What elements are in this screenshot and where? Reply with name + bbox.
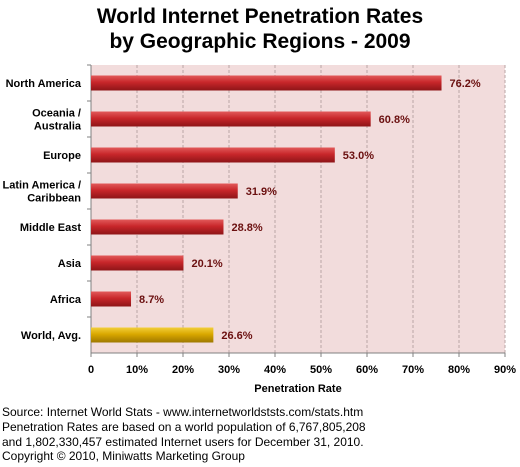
category-label: World, Avg. bbox=[21, 330, 81, 342]
data-label: 76.2% bbox=[450, 78, 481, 90]
data-label: 8.7% bbox=[139, 294, 164, 306]
category-label: Latin America / Caribbean bbox=[3, 180, 82, 205]
x-tick-label: 0 bbox=[88, 364, 94, 376]
bar bbox=[91, 255, 184, 271]
category-label: Europe bbox=[43, 150, 81, 162]
data-label: 26.6% bbox=[221, 330, 252, 342]
category-label: Africa bbox=[50, 294, 82, 306]
bar bbox=[91, 219, 224, 235]
data-label: 28.8% bbox=[231, 222, 262, 234]
x-tick-label: 80% bbox=[448, 364, 470, 376]
chart-footer: Source: Internet World Stats - www.inter… bbox=[2, 405, 366, 464]
bar bbox=[91, 111, 371, 127]
x-axis-title: Penetration Rate bbox=[254, 383, 341, 395]
chart-subtitle: by Geographic Regions - 2009 bbox=[109, 30, 411, 53]
bar bbox=[91, 147, 335, 163]
bar bbox=[91, 291, 132, 307]
chart-title: World Internet Penetration Rates bbox=[96, 5, 424, 28]
population-note: Penetration Rates are based on a world p… bbox=[2, 419, 366, 434]
bar bbox=[91, 75, 442, 91]
x-tick-label: 30% bbox=[218, 364, 240, 376]
data-label: 53.0% bbox=[343, 150, 374, 162]
copyright-note: Copyright © 2010, Miniwatts Marketing Gr… bbox=[2, 449, 245, 464]
users-note: and 1,802,330,457 estimated Internet use… bbox=[2, 434, 364, 449]
category-label: Oceania / Australia bbox=[32, 108, 82, 133]
bar bbox=[91, 327, 214, 343]
x-tick-label: 50% bbox=[310, 364, 332, 376]
x-tick-label: 90% bbox=[494, 364, 516, 376]
bar-chart: 0 10% 20% 30% 40% 50% 60% 70% 80% 90% 76.2% North A… bbox=[3, 64, 516, 395]
x-tick-label: 60% bbox=[356, 364, 378, 376]
bar bbox=[91, 183, 238, 199]
x-tick-label: 10% bbox=[126, 364, 148, 376]
category-label: Asia bbox=[58, 258, 82, 270]
category-label: Middle East bbox=[20, 222, 81, 234]
data-label: 20.1% bbox=[191, 258, 222, 270]
x-tick-label: 20% bbox=[172, 364, 194, 376]
data-label: 60.8% bbox=[379, 114, 410, 126]
x-tick-label: 40% bbox=[264, 364, 286, 376]
data-label: 31.9% bbox=[246, 186, 277, 198]
source-note: Source: Internet World Stats - www.inter… bbox=[2, 405, 364, 419]
plot-background bbox=[91, 65, 505, 353]
x-tick-label: 70% bbox=[402, 364, 424, 376]
category-label: North America bbox=[6, 78, 82, 90]
